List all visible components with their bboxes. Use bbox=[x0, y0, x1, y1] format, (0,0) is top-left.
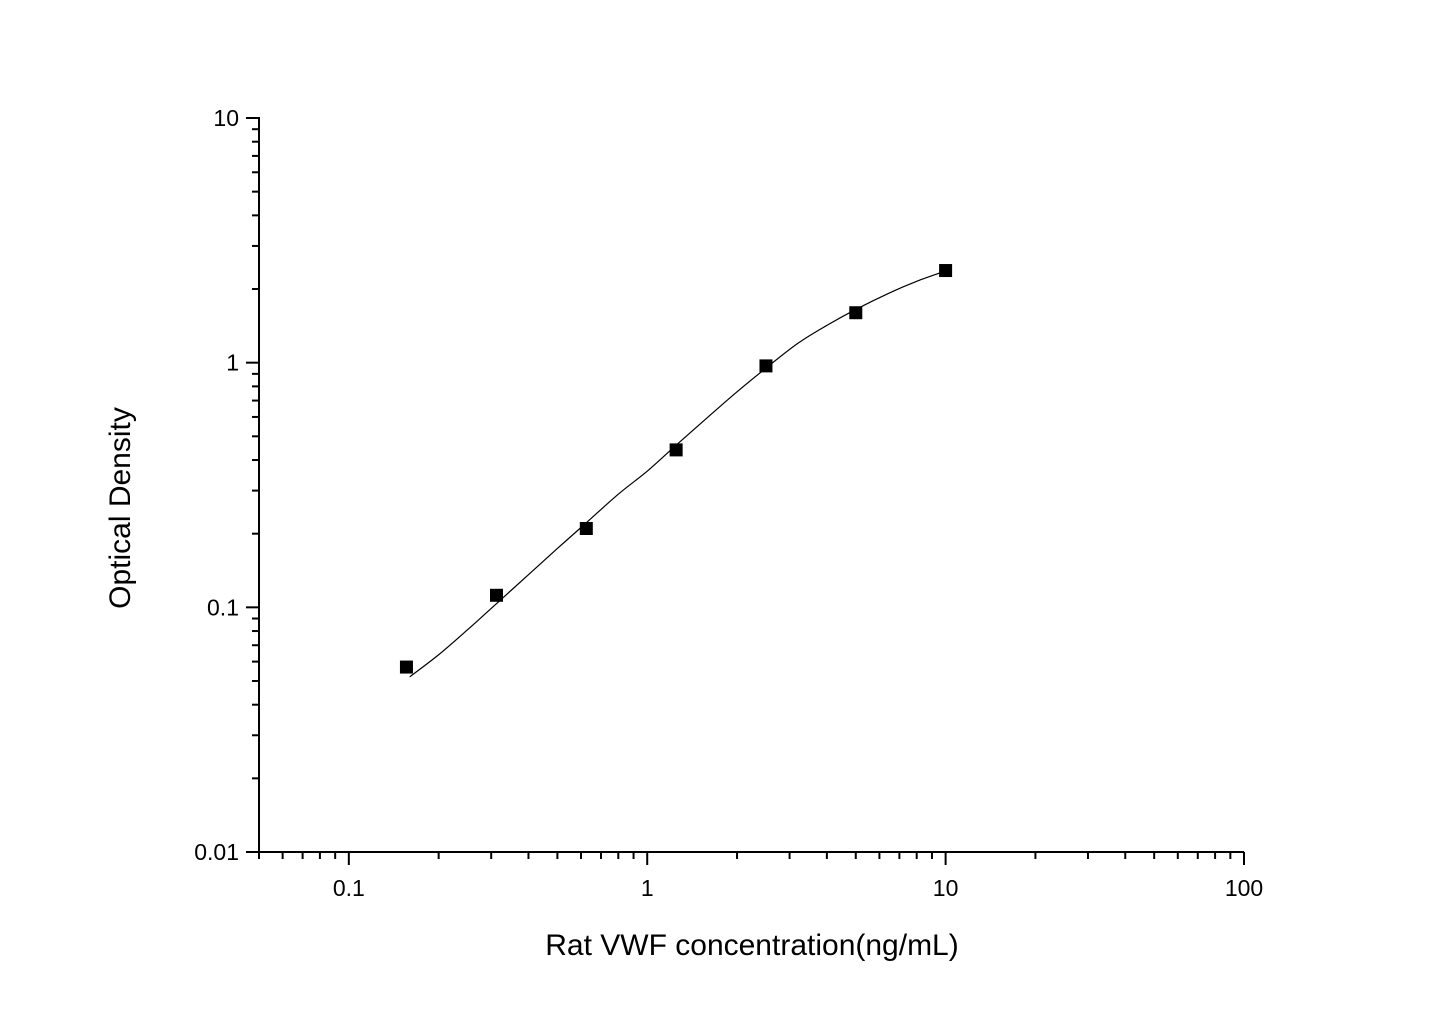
data-point bbox=[939, 264, 953, 278]
y-tick-label: 0.1 bbox=[207, 594, 239, 620]
data-point bbox=[759, 359, 773, 373]
x-tick-label: 1 bbox=[641, 875, 654, 901]
data-point bbox=[399, 660, 413, 674]
y-axis-title: Optical Density bbox=[104, 407, 137, 609]
axes bbox=[258, 117, 1244, 853]
x-tick-label: 10 bbox=[933, 875, 959, 901]
fit-curve bbox=[409, 270, 946, 678]
data-point bbox=[849, 306, 863, 320]
data-point bbox=[669, 443, 683, 457]
axis-ticks: 0.1 1 10 100 0.01 0.1 1 10 bbox=[194, 105, 1263, 901]
y-tick-label: 0.01 bbox=[194, 839, 239, 865]
x-axis-title: Rat VWF concentration(ng/mL) bbox=[545, 929, 958, 962]
y-tick-label: 1 bbox=[226, 350, 239, 376]
y-tick-label: 10 bbox=[213, 105, 239, 131]
data-point bbox=[489, 588, 503, 602]
fit-curve-layer bbox=[409, 270, 946, 678]
data-point bbox=[579, 521, 593, 535]
data-points bbox=[399, 264, 953, 674]
x-tick-label: 0.1 bbox=[333, 875, 365, 901]
x-tick-label: 100 bbox=[1225, 875, 1263, 901]
